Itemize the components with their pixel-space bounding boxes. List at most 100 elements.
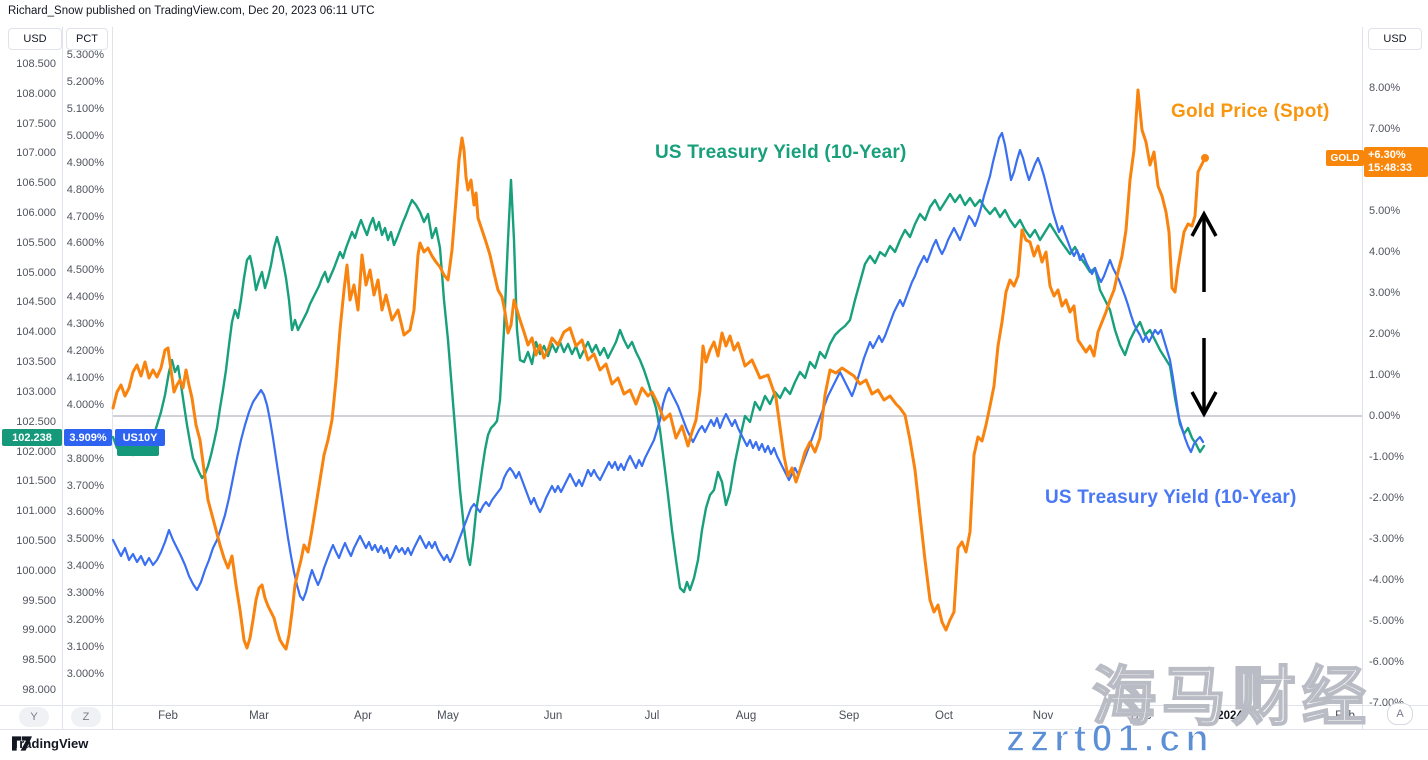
blue-last-yield-tag: 3.909% xyxy=(64,429,112,446)
axis-tick: 103.000 xyxy=(16,385,56,398)
y-axis-button[interactable]: Y xyxy=(19,707,49,727)
axis-tick: 3.00% xyxy=(1369,287,1401,299)
pct-yield-axis[interactable]: 5.300% 5.200% 5.100% 5.000% 4.900% 4.800% 4.70… xyxy=(62,0,112,760)
axis-tick: 3.100% xyxy=(66,640,104,653)
axis-tick: 8.00% xyxy=(1369,82,1401,94)
time-axis-label: Sep xyxy=(838,710,860,722)
axis-tick: 105.000 xyxy=(16,266,56,279)
time-axis-label: Nov xyxy=(1032,710,1054,722)
axis-tick: 0.00% xyxy=(1369,410,1401,422)
time-axis-label: Mar xyxy=(249,710,269,722)
axis-tick: 106.000 xyxy=(16,207,56,220)
gold-ticker-tag: GOLD xyxy=(1326,150,1364,166)
teal-last-price-tag: 102.238 xyxy=(2,429,62,446)
axis-tick: 5.100% xyxy=(66,102,104,115)
gold-last-price-dot xyxy=(1201,154,1209,162)
axis-tick: 5.300% xyxy=(66,49,104,62)
time-axis-label: Feb xyxy=(158,710,178,722)
axis-tick: 3.800% xyxy=(66,452,104,465)
axis-tick: 99.000 xyxy=(22,624,56,637)
axis-tick: 4.400% xyxy=(66,291,104,304)
axis-tick: 100.000 xyxy=(16,564,56,577)
axis-tick: 101.000 xyxy=(16,505,56,518)
time-axis-label: May xyxy=(437,710,459,722)
usd-right-axis-button[interactable]: USD xyxy=(1368,28,1422,50)
axis-tick: 98.500 xyxy=(22,654,56,667)
gold-change-value: +6.30% xyxy=(1368,149,1406,161)
axis-tick: 4.800% xyxy=(66,183,104,196)
axis-tick: 2.00% xyxy=(1369,328,1401,340)
teal-series-label[interactable]: US Treasury Yield (10-Year) xyxy=(655,142,907,163)
axis-tick: 3.300% xyxy=(66,587,104,600)
axis-separator[interactable] xyxy=(112,27,113,729)
tradingview-logo[interactable]: TradingView xyxy=(12,736,88,751)
time-axis-label: Aug xyxy=(735,710,757,722)
axis-tick: 4.900% xyxy=(66,156,104,169)
gold-change-badge: +6.30% 15:48:33 xyxy=(1364,147,1428,177)
axis-tick: 108.500 xyxy=(16,58,56,70)
axis-tick: 1.00% xyxy=(1369,369,1401,381)
time-axis-label: Oct xyxy=(935,710,953,722)
axis-tick: 3.700% xyxy=(66,479,104,492)
usd-price-axis[interactable]: 108.500 108.000 107.500 107.000 106.500 106.0… xyxy=(0,0,62,760)
axis-tick: 108.000 xyxy=(16,87,56,100)
time-axis-line[interactable] xyxy=(0,705,1428,706)
axis-tick: 4.600% xyxy=(66,237,104,250)
axis-tick: 99.500 xyxy=(22,594,56,607)
watermark-url: zzrt01.cn xyxy=(1005,717,1214,760)
axis-separator[interactable] xyxy=(1362,27,1363,729)
axis-tick: 3.000% xyxy=(66,667,104,680)
time-axis-label: Apr xyxy=(354,710,372,722)
axis-tick: -5.00% xyxy=(1369,615,1404,627)
auto-scale-button[interactable]: A xyxy=(1387,703,1413,725)
axis-tick: 4.00% xyxy=(1369,246,1401,258)
axis-tick: 4.200% xyxy=(66,345,104,357)
axis-tick: 102.000 xyxy=(16,445,56,458)
treasury-yield-teal-line[interactable] xyxy=(111,178,1206,594)
axis-tick: 3.500% xyxy=(66,533,104,546)
axis-tick: 3.200% xyxy=(66,614,104,626)
gold-series-label[interactable]: Gold Price (Spot) xyxy=(1171,101,1330,122)
us10y-ticker-tag: US10Y xyxy=(115,429,165,446)
axis-tick: -2.00% xyxy=(1369,492,1404,504)
axis-separator xyxy=(62,27,63,729)
axis-tick: 103.500 xyxy=(16,356,56,369)
axis-tick: 4.300% xyxy=(66,318,104,331)
axis-tick: 4.100% xyxy=(66,371,104,384)
time-axis-label: Jul xyxy=(644,710,660,722)
axis-tick: 3.400% xyxy=(66,560,104,573)
axis-tick: 7.00% xyxy=(1369,123,1401,135)
gold-update-time: 15:48:33 xyxy=(1368,162,1413,174)
watermark-cjk: 海马财经 xyxy=(1091,660,1372,734)
axis-tick: 102.500 xyxy=(16,415,56,428)
down-arrow-annotation[interactable] xyxy=(1190,338,1218,418)
axis-tick: 104.500 xyxy=(16,296,56,309)
usd-left-axis-button[interactable]: USD xyxy=(8,28,62,50)
axis-tick: 5.200% xyxy=(66,76,104,88)
time-axis-label: Feb xyxy=(1335,710,1355,722)
axis-tick: 4.500% xyxy=(66,264,104,277)
axis-tick: -1.00% xyxy=(1369,451,1404,463)
time-axis-label: Jun xyxy=(543,710,563,722)
axis-tick: -3.00% xyxy=(1369,533,1404,545)
gold-price-line[interactable] xyxy=(111,88,1207,651)
axis-tick: 5.00% xyxy=(1369,205,1401,217)
axis-tick: -4.00% xyxy=(1369,574,1404,586)
treasury-yield-blue-line[interactable] xyxy=(111,131,1205,602)
time-axis-label: 2024 xyxy=(1217,710,1243,722)
axis-tick: -6.00% xyxy=(1369,656,1404,668)
publish-byline: Richard_Snow published on TradingView.co… xyxy=(8,5,375,17)
axis-tick: 4.700% xyxy=(66,210,104,223)
up-arrow-annotation[interactable] xyxy=(1190,210,1218,292)
pct-left-axis-button[interactable]: PCT xyxy=(66,28,108,50)
axis-tick: 107.500 xyxy=(16,117,56,130)
axis-tick: 105.500 xyxy=(16,236,56,249)
bottom-border xyxy=(0,729,1428,730)
percent-change-axis[interactable]: 8.00% 7.00% 5.00% 4.00% 3.00% 2.00% 1.00% 0.00%… xyxy=(1366,0,1428,760)
axis-tick: 98.000 xyxy=(22,684,56,696)
blue-series-label[interactable]: US Treasury Yield (10-Year) xyxy=(1045,487,1297,508)
z-axis-button[interactable]: Z xyxy=(71,707,101,727)
tradingview-logo-text: TradingView xyxy=(12,736,89,751)
time-axis-label: Dec xyxy=(1130,710,1152,722)
